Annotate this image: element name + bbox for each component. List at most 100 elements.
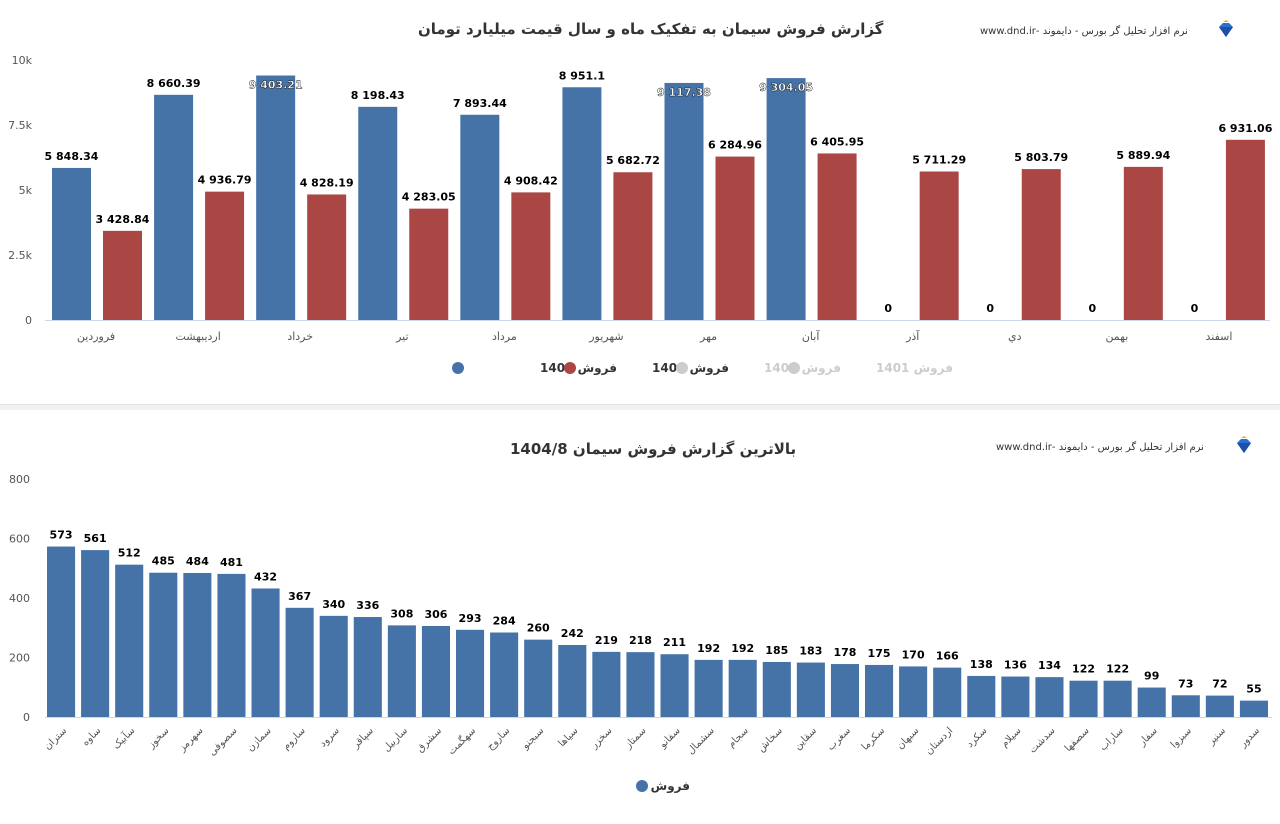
data-label: 8 198.43 (351, 89, 405, 102)
bar-1403 (1123, 166, 1163, 320)
brand-text: نرم افزار تحلیل گر بورس - دایموند -www.d… (980, 26, 1188, 37)
x-tick-label: اسفند (1205, 330, 1232, 343)
bar (1001, 676, 1030, 717)
data-label: 192 (697, 642, 720, 655)
chart-title: بالاترین گزارش فروش سیمان 1404/8 (510, 440, 797, 458)
bar (1137, 687, 1166, 717)
bar-1403 (1225, 139, 1265, 320)
legend-marker (452, 362, 464, 374)
data-label: 432 (254, 570, 277, 583)
x-tick-label: سهرمز (176, 725, 205, 754)
bar-1403 (919, 171, 959, 320)
x-tick-label: دي (1008, 330, 1022, 343)
x-tick-label: سصفها (1063, 725, 1092, 754)
data-label: 367 (288, 590, 311, 603)
x-tick-label: سیلام (999, 725, 1023, 749)
data-label: 122 (1106, 663, 1129, 676)
data-label: 0 (1191, 302, 1199, 315)
brand-text: نرم افزار تحلیل گر بورس - دایموند -www.d… (996, 442, 1204, 453)
bar (319, 615, 348, 717)
bar (115, 564, 144, 717)
y-tick-label: 0 (25, 314, 32, 327)
bar-1404 (52, 167, 91, 320)
x-tick-label: ساراب (1098, 725, 1126, 753)
data-label: 336 (356, 599, 379, 612)
x-tick-label: تیر (395, 330, 408, 343)
diamond-icon (1219, 20, 1233, 37)
bar-1403 (409, 208, 449, 320)
data-label: 175 (868, 647, 891, 660)
legend-marker (564, 362, 576, 374)
bar (47, 546, 76, 717)
data-label: 9 117.38 (657, 86, 711, 99)
x-tick-label: سمازن (245, 725, 274, 754)
y-tick-label: 0 (23, 711, 30, 724)
data-label: 0 (1089, 302, 1097, 315)
bar (660, 654, 689, 717)
bar (1239, 700, 1268, 717)
bar-1404 (358, 106, 398, 320)
data-label: 9 403.21 (249, 79, 303, 92)
bar-1404 (562, 87, 602, 321)
bar (490, 632, 519, 717)
y-tick-label: 400 (9, 592, 30, 605)
top-companies-panel: 0 200 400 600 800 573 ستران 561 ساوه 512 سآبیک 485 س… (0, 410, 1280, 824)
y-tick-label: 800 (9, 473, 30, 486)
monthly-sales-panel: 0 2.5k 5k 7.5k 10k فروردین 5 848.34 3 428.84 ارد… (0, 0, 1280, 404)
data-label: 73 (1178, 677, 1193, 690)
data-label: 170 (902, 648, 925, 661)
top-companies-chart: 0 200 400 600 800 573 ستران 561 ساوه 512 سآبیک 485 س… (9, 473, 1272, 794)
bar (387, 625, 416, 717)
bar (762, 661, 791, 717)
data-label: 573 (50, 529, 73, 542)
x-tick-label: آذر (905, 329, 920, 343)
legend-label: فروش 1403 (652, 361, 729, 376)
data-label: 340 (322, 598, 345, 611)
data-label: 561 (84, 532, 107, 545)
data-label: 4 828.19 (300, 176, 354, 189)
x-tick-label: سپاقر (350, 725, 376, 751)
bar (626, 652, 655, 717)
x-tick-label: سشرق (415, 725, 444, 754)
data-label: 6 931.06 (1218, 122, 1272, 135)
data-label: 5 889.94 (1116, 149, 1170, 162)
x-tick-label: سفار (1136, 725, 1160, 749)
x-tick-label: خرداد (287, 330, 313, 343)
data-label: 4 936.79 (198, 174, 252, 187)
x-tick-label: مهر (699, 330, 717, 343)
legend-marker (636, 780, 648, 792)
bar (217, 573, 246, 717)
bar (149, 572, 178, 717)
data-label: 284 (493, 615, 516, 628)
x-tick-label: ساروم (281, 725, 308, 752)
x-tick-label: سرود (318, 725, 342, 749)
x-tick-label: فروردین (77, 330, 115, 343)
data-label: 485 (152, 555, 175, 568)
data-label: 5 711.29 (912, 154, 966, 167)
x-tick-label: شهریور (588, 330, 623, 343)
data-label: 192 (731, 642, 754, 655)
bar (796, 662, 825, 717)
y-tick-label: 7.5k (8, 119, 32, 132)
x-tick-label: سغرب (825, 725, 853, 753)
data-label: 134 (1038, 659, 1061, 672)
x-tick-label: اردیبهشت (175, 330, 220, 343)
data-label: 5 803.79 (1014, 151, 1068, 164)
x-tick-label: ساوه (80, 725, 103, 748)
bar (421, 625, 450, 717)
x-tick-label: سبزوا (1169, 725, 1194, 750)
data-label: 484 (186, 555, 209, 568)
x-tick-label: سفانو (657, 725, 683, 751)
data-label: 3 428.84 (96, 213, 150, 226)
bar-1404 (766, 78, 806, 321)
data-label: 308 (390, 607, 413, 620)
x-tick-label: سجام (726, 725, 751, 750)
data-label: 5 848.34 (45, 150, 99, 163)
data-label: 183 (799, 645, 822, 658)
data-label: 136 (1004, 659, 1027, 672)
data-label: 6 284.96 (708, 139, 762, 152)
bar (456, 629, 485, 717)
bar (524, 639, 553, 717)
bar (183, 573, 212, 717)
x-tick-label: سدور (1237, 725, 1262, 750)
